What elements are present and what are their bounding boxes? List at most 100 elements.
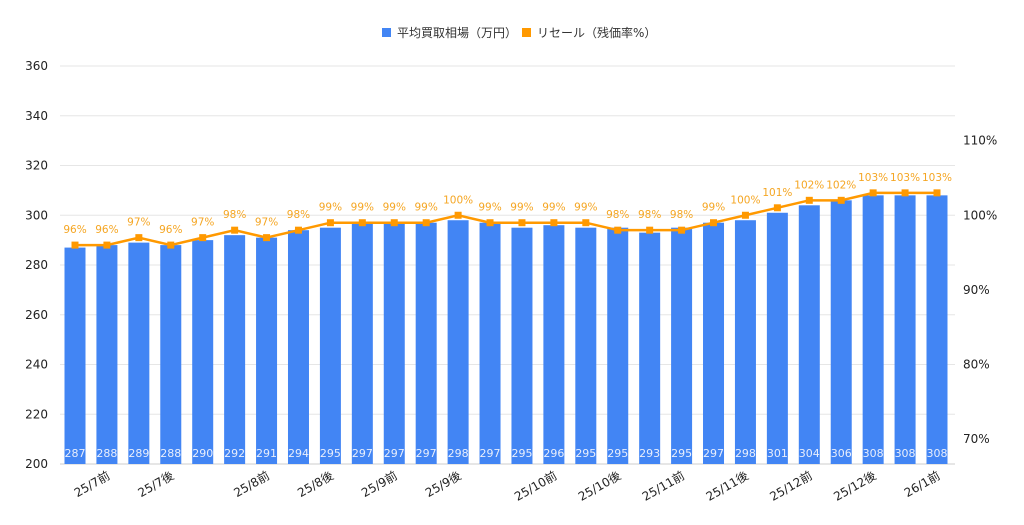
line-data-label: 97% [255,217,278,229]
left-tick-label: 220 [25,407,48,421]
bar-data-label: 298 [735,447,756,460]
line-data-label: 98% [638,209,661,221]
bar [830,200,852,464]
line-point [390,219,398,227]
x-tick-label: 25/7前 [71,468,112,500]
bar-data-label: 294 [288,447,309,460]
bar [96,245,118,464]
line-series [75,191,937,247]
right-tick-label: 100% [963,208,997,222]
legend-label-bar: 平均買取相場（万円） [397,26,517,40]
left-tick-label: 240 [25,358,48,372]
bar [415,222,437,464]
legend-label-line: リセール（残価率%） [537,25,656,40]
bar [256,237,278,464]
line-point [518,219,526,227]
bar-data-label: 293 [639,447,660,460]
bar-data-label: 287 [65,447,86,460]
line-data-label: 100% [443,194,473,206]
bar-data-label: 308 [863,447,884,460]
bar-data-label: 295 [607,447,628,460]
bar [287,230,309,464]
line-data-label: 99% [542,202,565,214]
bar [64,247,86,464]
line-point [678,226,686,234]
bar-data-label: 308 [895,447,916,460]
bar [224,235,246,464]
x-tick-label: 25/8前 [231,468,272,500]
line-data-label: 98% [223,209,246,221]
line-point [358,219,366,227]
bar [319,227,341,464]
bar-data-label: 292 [224,447,245,460]
line-data-label: 97% [127,217,150,229]
line-point [741,211,749,219]
bar [734,220,756,464]
bar-data-label: 296 [543,447,564,460]
x-tick-label: 26/1前 [901,468,942,500]
line-data-label: 98% [287,209,310,221]
x-tick-label: 25/7後 [136,468,177,500]
bar-data-label: 301 [767,447,788,460]
line-point [103,241,111,249]
left-tick-label: 300 [25,208,48,222]
line-data-label: 99% [415,202,438,214]
line-data-label: 102% [794,179,824,191]
bar [926,195,948,464]
line-data-label: 99% [574,202,597,214]
bar [383,222,405,464]
line-data-label: 103% [858,172,888,184]
right-tick-label: 70% [963,432,990,446]
legend-swatch-line [522,28,531,37]
bar [351,222,373,464]
bar [862,195,884,464]
bar [639,232,661,464]
line-data-label: 99% [702,202,725,214]
line-point [933,189,941,197]
x-tick-label: 25/11前 [639,468,687,504]
x-tick-label: 25/9後 [423,468,464,500]
bar-data-label: 295 [511,447,532,460]
line-point [135,234,143,242]
bar-data-label: 289 [128,447,149,460]
line-data-label: 98% [670,209,693,221]
right-tick-label: 80% [963,358,990,372]
bar [447,220,469,464]
bar-data-label: 304 [799,447,820,460]
bar-data-label: 288 [96,447,117,460]
line-point [710,219,718,227]
line-point [837,196,845,204]
left-tick-label: 200 [25,457,48,471]
x-tick-label: 25/8後 [295,468,336,500]
right-tick-label: 110% [963,134,997,148]
line-point [422,219,430,227]
bar-data-label: 297 [352,447,373,460]
line-point [167,241,175,249]
line-data-label: 103% [922,172,952,184]
x-tick-label: 25/12前 [767,468,815,504]
bar-data-label: 295 [575,447,596,460]
left-tick-label: 260 [25,308,48,322]
line-data-label: 97% [191,217,214,229]
bar [479,222,501,464]
line-point [486,219,494,227]
bar-data-label: 306 [831,447,852,460]
left-tick-label: 320 [25,159,48,173]
line-point [805,196,813,204]
line-data-label: 101% [762,187,792,199]
bar-data-label: 295 [671,447,692,460]
line-data-label: 103% [890,172,920,184]
legend-swatch-bar [382,28,391,37]
line-point [869,189,877,197]
bar-data-label: 288 [160,447,181,460]
bar-data-label: 297 [703,447,724,460]
bar [575,227,597,464]
x-tick-label: 25/10後 [576,468,623,503]
line-point [646,226,654,234]
bar [543,225,565,464]
line-point [71,241,79,249]
line-data-label: 96% [159,224,182,236]
x-tick-label: 25/11後 [704,468,751,503]
line-data-label: 99% [510,202,533,214]
